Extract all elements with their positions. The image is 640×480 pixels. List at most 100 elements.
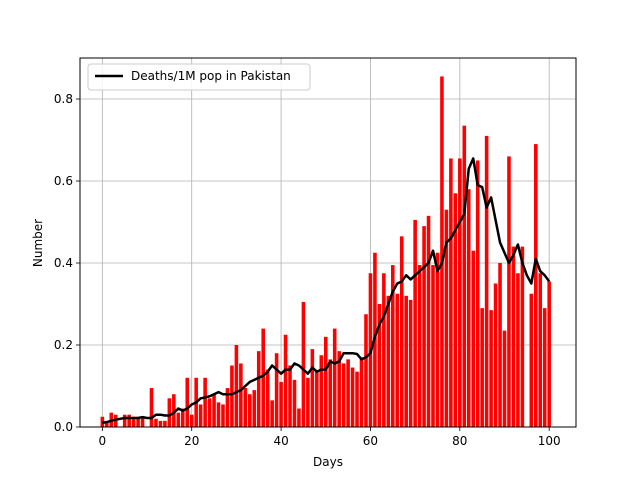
x-tick-label: 20 [184,434,199,448]
x-tick-label: 100 [538,434,561,448]
bar [422,226,426,427]
y-tick-label: 0.0 [54,420,73,434]
bar [466,189,471,427]
bar [292,379,297,427]
bar [332,328,337,427]
bar [444,209,449,427]
bar [154,418,158,427]
bar [382,273,386,427]
bar [408,299,413,427]
y-axis-label: Number [31,219,45,267]
bar [127,414,131,427]
y-tick-label: 0.6 [54,174,73,188]
bar [337,351,341,427]
bar [163,420,167,427]
bar [243,388,248,427]
bar [440,76,444,427]
bar [131,416,136,427]
bar [225,388,230,427]
bar [239,363,243,427]
bar [480,308,484,427]
bar [301,301,306,427]
bar [328,359,333,427]
x-axis-label: Days [313,455,343,469]
bar [274,353,279,427]
bar [198,404,203,427]
bar [207,398,212,427]
bar [234,345,239,427]
legend: Deaths/1M pop in Pakistan [87,63,311,91]
bar [323,336,328,427]
bar [435,252,440,427]
bar-series [100,76,551,428]
legend-box [87,63,311,91]
bar [533,144,538,427]
bar [270,400,274,427]
bar [310,349,315,427]
bar [502,330,507,427]
bar [288,365,292,427]
bar [221,404,225,427]
bar [417,265,422,427]
bar [149,388,154,427]
bar [511,246,516,427]
line-series [102,157,551,425]
bar [399,236,404,427]
bar [172,394,176,427]
bar [449,158,453,427]
y-tick-label: 0.2 [54,338,73,352]
bar [359,357,364,427]
bar [315,371,319,427]
bar [252,390,257,427]
legend-label: Deaths/1M pop in Pakistan [131,69,291,83]
bar [261,328,265,427]
bar [105,422,109,427]
bar [484,135,489,427]
bar [180,408,185,427]
bar [319,355,324,427]
bar [364,314,368,427]
bar [475,160,480,427]
bar [516,273,520,427]
bar [167,398,172,427]
bar [542,308,547,427]
bar [297,408,301,427]
x-tick-label: 60 [363,434,378,448]
y-tick-label: 0.4 [54,256,73,270]
x-tick-label: 40 [273,434,288,448]
bar [346,359,350,427]
bar [489,310,493,427]
x-tick-label: 80 [452,434,467,448]
bar [426,215,431,427]
bar [212,394,216,427]
bar [203,377,207,427]
bar [529,293,534,427]
bar [265,369,270,427]
bar [391,265,395,427]
bar [431,265,435,427]
bar [413,219,417,427]
bar [136,416,140,427]
bar [355,371,359,427]
bar [216,402,221,427]
bar [306,377,310,427]
bar [158,420,163,427]
x-tick-label: 0 [99,434,107,448]
axis-ticks: 0 20 40 60 80 100 0.0 0.2 0.4 0.6 0.8 [54,92,561,448]
bar [256,351,261,427]
bar [507,156,511,427]
bar [462,125,467,428]
plot-frame [79,57,577,428]
bar [404,295,408,427]
bar [140,416,145,427]
bar [453,193,458,427]
bar [341,363,346,427]
bar [248,394,252,427]
bar [350,367,355,427]
bar [538,273,543,427]
bar [493,283,498,427]
bar [189,414,194,427]
bar [471,250,476,427]
bar [520,246,525,427]
